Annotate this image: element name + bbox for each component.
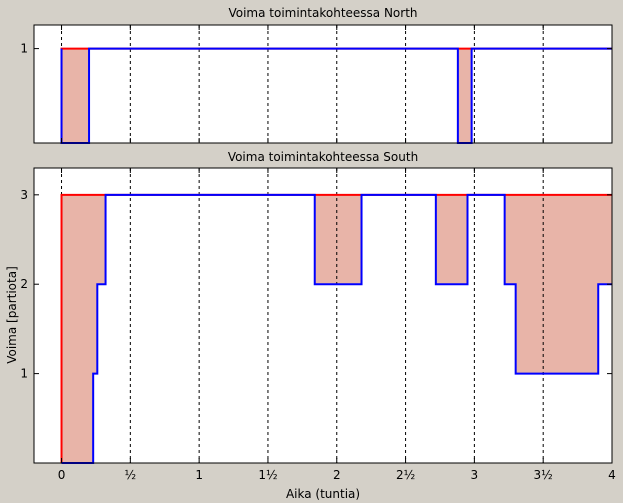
x-tick-label-2: 1 bbox=[195, 468, 203, 482]
plot-frame bbox=[33, 167, 613, 464]
chart-title: Voima toimintakohteessa South bbox=[228, 150, 418, 164]
y-tick-label-0: 1 bbox=[20, 367, 28, 381]
y-tick-label-1: 2 bbox=[20, 277, 28, 291]
plot-frame bbox=[33, 24, 613, 144]
chart-north: 1 Voima toimintakohteessa North bbox=[20, 6, 613, 144]
x-tick-label-5: 2½ bbox=[396, 468, 415, 482]
y-tick-label-0: 1 bbox=[20, 42, 28, 56]
x-tick-label-1: ½ bbox=[125, 468, 137, 482]
chart-south: 1 2 3 0 ½ 1 1½ 2 2½ 3 3½ 4 Voima toimintakohteessa S… bbox=[5, 150, 616, 501]
series-actual-line bbox=[61, 193, 612, 464]
y-axis-label: Voima [partiota] bbox=[5, 266, 19, 364]
x-tick-label-3: 1½ bbox=[258, 468, 277, 482]
x-tick-label-8: 4 bbox=[608, 468, 616, 482]
x-axis-label: Aika (tuntia) bbox=[286, 487, 360, 501]
plot-background bbox=[34, 25, 612, 143]
x-tick-label-0: 0 bbox=[58, 468, 66, 482]
x-tick-label-6: 3 bbox=[471, 468, 479, 482]
x-tick-label-4: 2 bbox=[333, 468, 341, 482]
chart-title: Voima toimintakohteessa North bbox=[228, 6, 417, 20]
x-tick-label-7: 3½ bbox=[534, 468, 553, 482]
y-tick-label-2: 3 bbox=[20, 188, 28, 202]
